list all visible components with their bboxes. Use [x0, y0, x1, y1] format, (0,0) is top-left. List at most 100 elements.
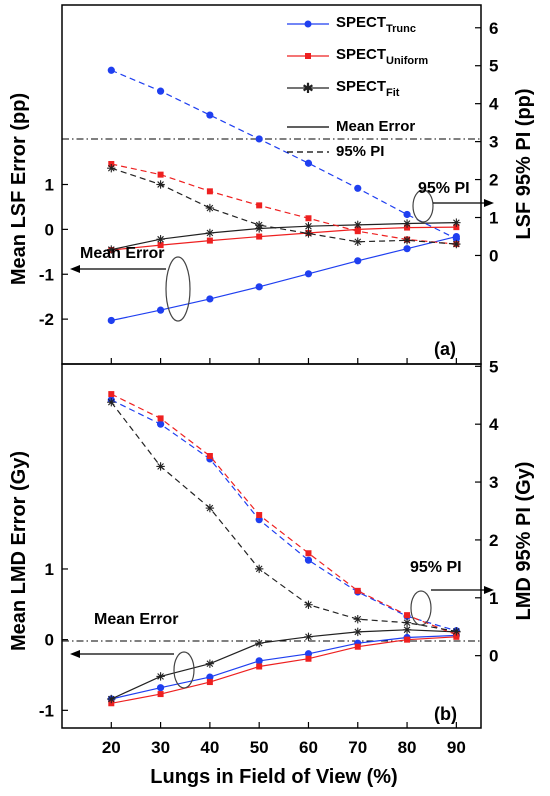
- point-b-spect-fit-pi-90: [452, 627, 461, 636]
- point-a-spect-trunc-pi-60: [304, 159, 313, 167]
- point-b-spect-trunc-mean-60: [304, 650, 313, 658]
- ytick-left-label: -1: [39, 701, 54, 720]
- point-a-spect-fit-pi-70: [353, 237, 362, 247]
- legend-marker-uniform: [305, 53, 311, 59]
- legend-label-mean: Mean Error: [336, 118, 415, 135]
- panel-b-ylabel: Mean LMD Error (Gy): [8, 451, 30, 651]
- ytick-left-label: 1: [45, 560, 54, 579]
- panel-a-label: (a): [434, 339, 456, 359]
- point-a-spect-trunc-pi-80: [403, 210, 411, 219]
- legend-label-uniform-sub: Uniform: [386, 55, 428, 67]
- ytick-right-label: 3: [489, 133, 498, 152]
- ytick-left-label: -1: [39, 265, 54, 284]
- point-b-spect-fit-pi-60: [304, 600, 313, 609]
- point-b-spect-uniform-mean-70: [354, 643, 361, 650]
- point-a-spect-fit-mean-60: [304, 222, 313, 231]
- point-b-spect-trunc-pi-30: [156, 420, 165, 428]
- panel-a-ylabel-right: LSF 95% PI (pp): [513, 88, 535, 239]
- point-b-spect-fit-pi-40: [205, 503, 215, 513]
- point-b-spect-uniform-mean-30: [157, 691, 164, 698]
- point-a-spect-uniform-mean-90: [453, 224, 460, 231]
- xtick-label: 80: [398, 738, 417, 757]
- point-a-spect-uniform-mean-30: [157, 242, 164, 249]
- series-line-b-spect-uniform-pi: [111, 393, 457, 636]
- point-a-spect-trunc-mean-80: [403, 245, 411, 253]
- panel-b-ticks: 1 0 -1 0 1 2 3 4 5 20 30 40 50 60 70 80 90: [39, 357, 499, 757]
- series-line-a-spect-trunc-pi: [111, 69, 457, 240]
- panel-b-pi-ellipse: [410, 590, 432, 626]
- panel-a-series-group: [107, 66, 461, 325]
- panel-a: 1 0 -1 -2 0 1 2 3 4 5 6 Mean LSF Error (pp) LSF 95…: [8, 4, 535, 365]
- panel-a-pi-label: 95% PI: [418, 180, 470, 197]
- series-line-b-spect-fit-mean: [111, 629, 457, 700]
- point-b-spect-trunc-mean-50: [255, 657, 263, 665]
- panel-b: 1 0 -1 0 1 2 3 4 5 20 30 40 50 60 70 80 90 Mean LMD Erro…: [8, 357, 535, 788]
- point-a-spect-fit-pi-30: [156, 180, 165, 189]
- point-a-spect-fit-pi-20: [107, 163, 116, 173]
- ytick-right-label: 5: [489, 57, 498, 76]
- point-b-spect-uniform-pi-40: [206, 453, 213, 460]
- point-b-spect-fit-mean-70: [353, 627, 362, 637]
- point-a-spect-uniform-mean-40: [206, 237, 213, 244]
- point-a-spect-trunc-pi-90: [452, 235, 460, 243]
- legend-label-uniform: SPECTUniform: [336, 46, 428, 67]
- point-b-spect-fit-mean-80: [402, 625, 412, 634]
- series-line-a-spect-fit-pi: [111, 167, 457, 245]
- ytick-right-label: 5: [489, 357, 498, 376]
- panel-a-ticks: 1 0 -1 -2 0 1 2 3 4 5 6: [39, 19, 499, 364]
- panel-b-ylabel-right: LMD 95% PI (Gy): [513, 462, 535, 621]
- point-a-spect-trunc-mean-20: [107, 316, 115, 325]
- panel-b-frame: [61, 363, 482, 729]
- point-a-spect-uniform-mean-50: [256, 233, 263, 240]
- panel-b-mean-ellipse: [173, 651, 195, 689]
- point-b-spect-uniform-pi-70: [354, 587, 361, 594]
- panel-a-mean-ellipse: [165, 256, 191, 322]
- point-a-spect-fit-mean-30: [156, 235, 165, 244]
- panel-b-pi-label: 95% PI: [410, 559, 462, 576]
- panel-a-mean-arrowhead: [70, 265, 80, 273]
- point-a-spect-uniform-pi-60: [305, 215, 312, 222]
- ytick-right-label: 4: [489, 415, 499, 434]
- point-b-spect-fit-mean-50: [254, 638, 264, 648]
- xtick-label: 50: [250, 738, 269, 757]
- point-a-spect-trunc-pi-50: [255, 135, 263, 143]
- point-a-spect-trunc-mean-70: [354, 257, 362, 265]
- xtick-label: 40: [200, 738, 219, 757]
- series-line-a-spect-uniform-mean: [111, 226, 457, 251]
- point-a-spect-fit-pi-90: [452, 239, 461, 249]
- ytick-right-label: 1: [489, 589, 498, 608]
- x-axis-label: Lungs in Field of View (%): [150, 766, 397, 788]
- point-b-spect-fit-mean-60: [304, 632, 313, 642]
- point-a-spect-fit-mean-20: [107, 245, 116, 254]
- point-a-spect-fit-mean-40: [205, 228, 215, 238]
- legend-label-trunc: SPECTTrunc: [336, 14, 416, 35]
- panel-b-mean-arrowhead: [70, 650, 80, 658]
- ytick-left-label: 0: [45, 220, 54, 239]
- xtick-label: 30: [151, 738, 170, 757]
- ytick-right-label: 3: [489, 473, 498, 492]
- panel-b-series-group: [107, 391, 461, 707]
- panel-b-label: (b): [434, 704, 457, 724]
- legend: SPECTTrunc SPECTUniform ✱ SPECTFit Mean …: [287, 14, 428, 160]
- ytick-right-label: 4: [489, 95, 499, 114]
- point-a-spect-fit-mean-80: [402, 219, 412, 228]
- legend-label-fit-base: SPECT: [336, 78, 386, 95]
- panel-a-ylabel: Mean LSF Error (pp): [8, 93, 30, 285]
- point-a-spect-trunc-pi-40: [206, 111, 214, 119]
- point-a-spect-fit-pi-60: [304, 229, 313, 238]
- point-b-spect-fit-mean-40: [205, 659, 215, 668]
- ytick-right-label: 2: [489, 531, 498, 550]
- point-a-spect-trunc-mean-30: [156, 306, 165, 314]
- ytick-right-label: 6: [489, 19, 498, 38]
- series-line-b-spect-fit-pi: [110, 401, 457, 632]
- point-a-spect-trunc-pi-20: [107, 66, 115, 74]
- point-a-spect-fit-pi-50: [254, 220, 264, 230]
- series-line-a-spect-fit-mean: [111, 222, 457, 251]
- point-a-spect-trunc-mean-50: [255, 283, 263, 291]
- point-b-spect-trunc-mean-40: [206, 673, 214, 681]
- point-b-spect-uniform-pi-50: [256, 512, 263, 519]
- legend-label-fit: SPECTFit: [336, 78, 400, 99]
- ytick-right-label: 0: [489, 647, 498, 666]
- xtick-label: 90: [447, 738, 466, 757]
- xtick-label: 70: [348, 738, 367, 757]
